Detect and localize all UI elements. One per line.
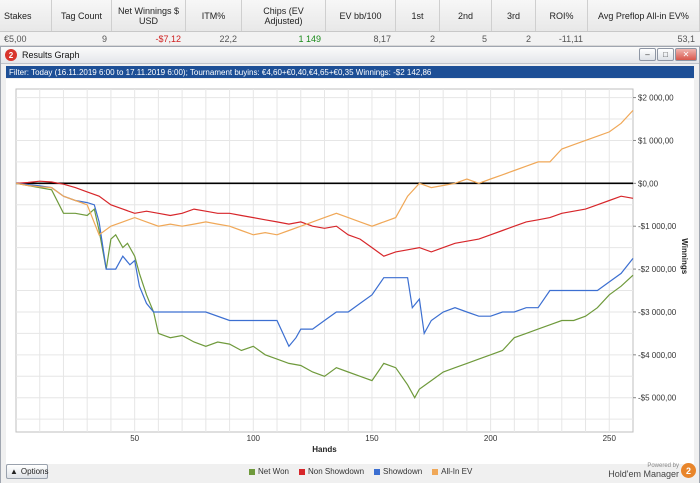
series-line bbox=[15, 182, 634, 399]
minimize-icon[interactable]: – bbox=[639, 48, 656, 61]
y-tick-label: -$1 000,00 bbox=[638, 222, 677, 231]
series-line bbox=[15, 109, 634, 236]
x-tick-label: 150 bbox=[365, 434, 379, 443]
y-tick-label: -$5 000,00 bbox=[638, 394, 677, 403]
column-header[interactable]: 2nd bbox=[440, 0, 492, 31]
series-line bbox=[15, 180, 634, 257]
legend-item: All-In EV bbox=[432, 467, 472, 476]
y-tick-label: $2 000,00 bbox=[638, 94, 674, 103]
table-cell: -11,11 bbox=[558, 33, 583, 44]
chart-legend: Net Won Non Showdown Showdown All-In EV bbox=[249, 467, 472, 476]
app-icon: 2 bbox=[5, 49, 17, 61]
powered-by: Powered by Hold'em Manager bbox=[608, 462, 679, 479]
column-header[interactable]: Chips (EV Adjusted) bbox=[242, 0, 326, 31]
x-tick-label: 200 bbox=[484, 434, 498, 443]
filter-bar: Filter: Today (16.11.2019 6:00 to 17.11.… bbox=[6, 66, 694, 78]
table-cell: 53,1 bbox=[677, 33, 695, 44]
x-tick-label: 50 bbox=[130, 434, 139, 443]
column-header[interactable]: 1st bbox=[396, 0, 440, 31]
x-tick-label: 250 bbox=[603, 434, 617, 443]
series-line bbox=[15, 182, 634, 348]
window-buttons: – □ ✕ bbox=[639, 48, 697, 61]
stats-row[interactable]: €5,00 9 -$7,12 22,2 1 149 8,17 2 5 2 -11,11 53,1 bbox=[0, 32, 700, 46]
table-cell: 2 bbox=[429, 33, 435, 44]
legend-swatch bbox=[298, 468, 305, 475]
x-tick-label: 100 bbox=[247, 434, 261, 443]
table-cell: 9 bbox=[101, 33, 107, 44]
table-cell: -$7,12 bbox=[155, 33, 181, 44]
legend-label: Non Showdown bbox=[307, 467, 365, 476]
legend-swatch bbox=[374, 468, 381, 475]
legend-item: Net Won bbox=[249, 467, 289, 476]
table-cell: 8,17 bbox=[373, 33, 391, 44]
y-tick-label: $0,00 bbox=[638, 179, 659, 188]
options-label: Options bbox=[20, 467, 49, 476]
column-header[interactable]: 3rd bbox=[492, 0, 536, 31]
legend-item: Non Showdown bbox=[298, 467, 365, 476]
legend-label: Net Won bbox=[258, 467, 289, 476]
column-header[interactable]: Tag Count bbox=[52, 0, 112, 31]
column-header[interactable]: ITM% bbox=[186, 0, 242, 31]
results-chart-svg: 50 100 150 200 250 $2 000,00 $1 000,00 $0,00 -$1… bbox=[15, 88, 689, 454]
legend-swatch bbox=[249, 468, 255, 475]
window-titlebar[interactable]: 2 Results Graph – □ ✕ bbox=[1, 47, 699, 64]
legend-label: All-In EV bbox=[441, 467, 473, 476]
powered-by-label: Powered by bbox=[647, 463, 679, 469]
legend-swatch bbox=[432, 468, 439, 475]
column-header[interactable]: Avg Preflop All-in EV% bbox=[588, 0, 700, 31]
close-icon[interactable]: ✕ bbox=[675, 48, 697, 61]
results-chart: 50 100 150 200 250 $2 000,00 $1 000,00 $0,00 -$1… bbox=[6, 79, 694, 464]
options-button[interactable]: ▲ Options bbox=[6, 464, 49, 479]
table-cell: 22,2 bbox=[219, 33, 237, 44]
y-tick-label: -$4 000,00 bbox=[638, 351, 677, 360]
y-tick-label: -$2 000,00 bbox=[638, 265, 677, 274]
results-graph-window: 2 Results Graph – □ ✕ Filter: Today (16.… bbox=[0, 46, 700, 483]
brand-logo-icon: 2 bbox=[681, 463, 696, 478]
table-cell: 1 149 bbox=[298, 33, 321, 44]
y-axis-label: Winnings bbox=[680, 238, 689, 274]
table-cell: 5 bbox=[481, 33, 487, 44]
column-header[interactable]: ROI% bbox=[536, 0, 588, 31]
table-cell: 2 bbox=[525, 33, 531, 44]
column-header[interactable]: EV bb/100 bbox=[326, 0, 396, 31]
brand-name: Hold'em Manager bbox=[608, 469, 679, 479]
window-title: Results Graph bbox=[22, 50, 80, 60]
stats-header: Stakes Tag Count Net Winnings $ USD ITM% Chi… bbox=[0, 0, 700, 32]
maximize-icon[interactable]: □ bbox=[657, 48, 674, 61]
legend-item: Showdown bbox=[374, 467, 422, 476]
bottom-bar: ▲ Options Net Won Non Showdown Showdown All… bbox=[1, 462, 699, 483]
y-tick-label: -$3 000,00 bbox=[638, 308, 677, 317]
column-header[interactable]: Stakes bbox=[0, 0, 52, 31]
table-cell: €5,00 bbox=[4, 33, 27, 44]
x-axis-label: Hands bbox=[312, 445, 337, 454]
legend-label: Showdown bbox=[383, 467, 423, 476]
caret-up-icon: ▲ bbox=[10, 467, 18, 476]
column-header[interactable]: Net Winnings $ USD bbox=[112, 0, 186, 31]
y-tick-label: $1 000,00 bbox=[638, 136, 674, 145]
